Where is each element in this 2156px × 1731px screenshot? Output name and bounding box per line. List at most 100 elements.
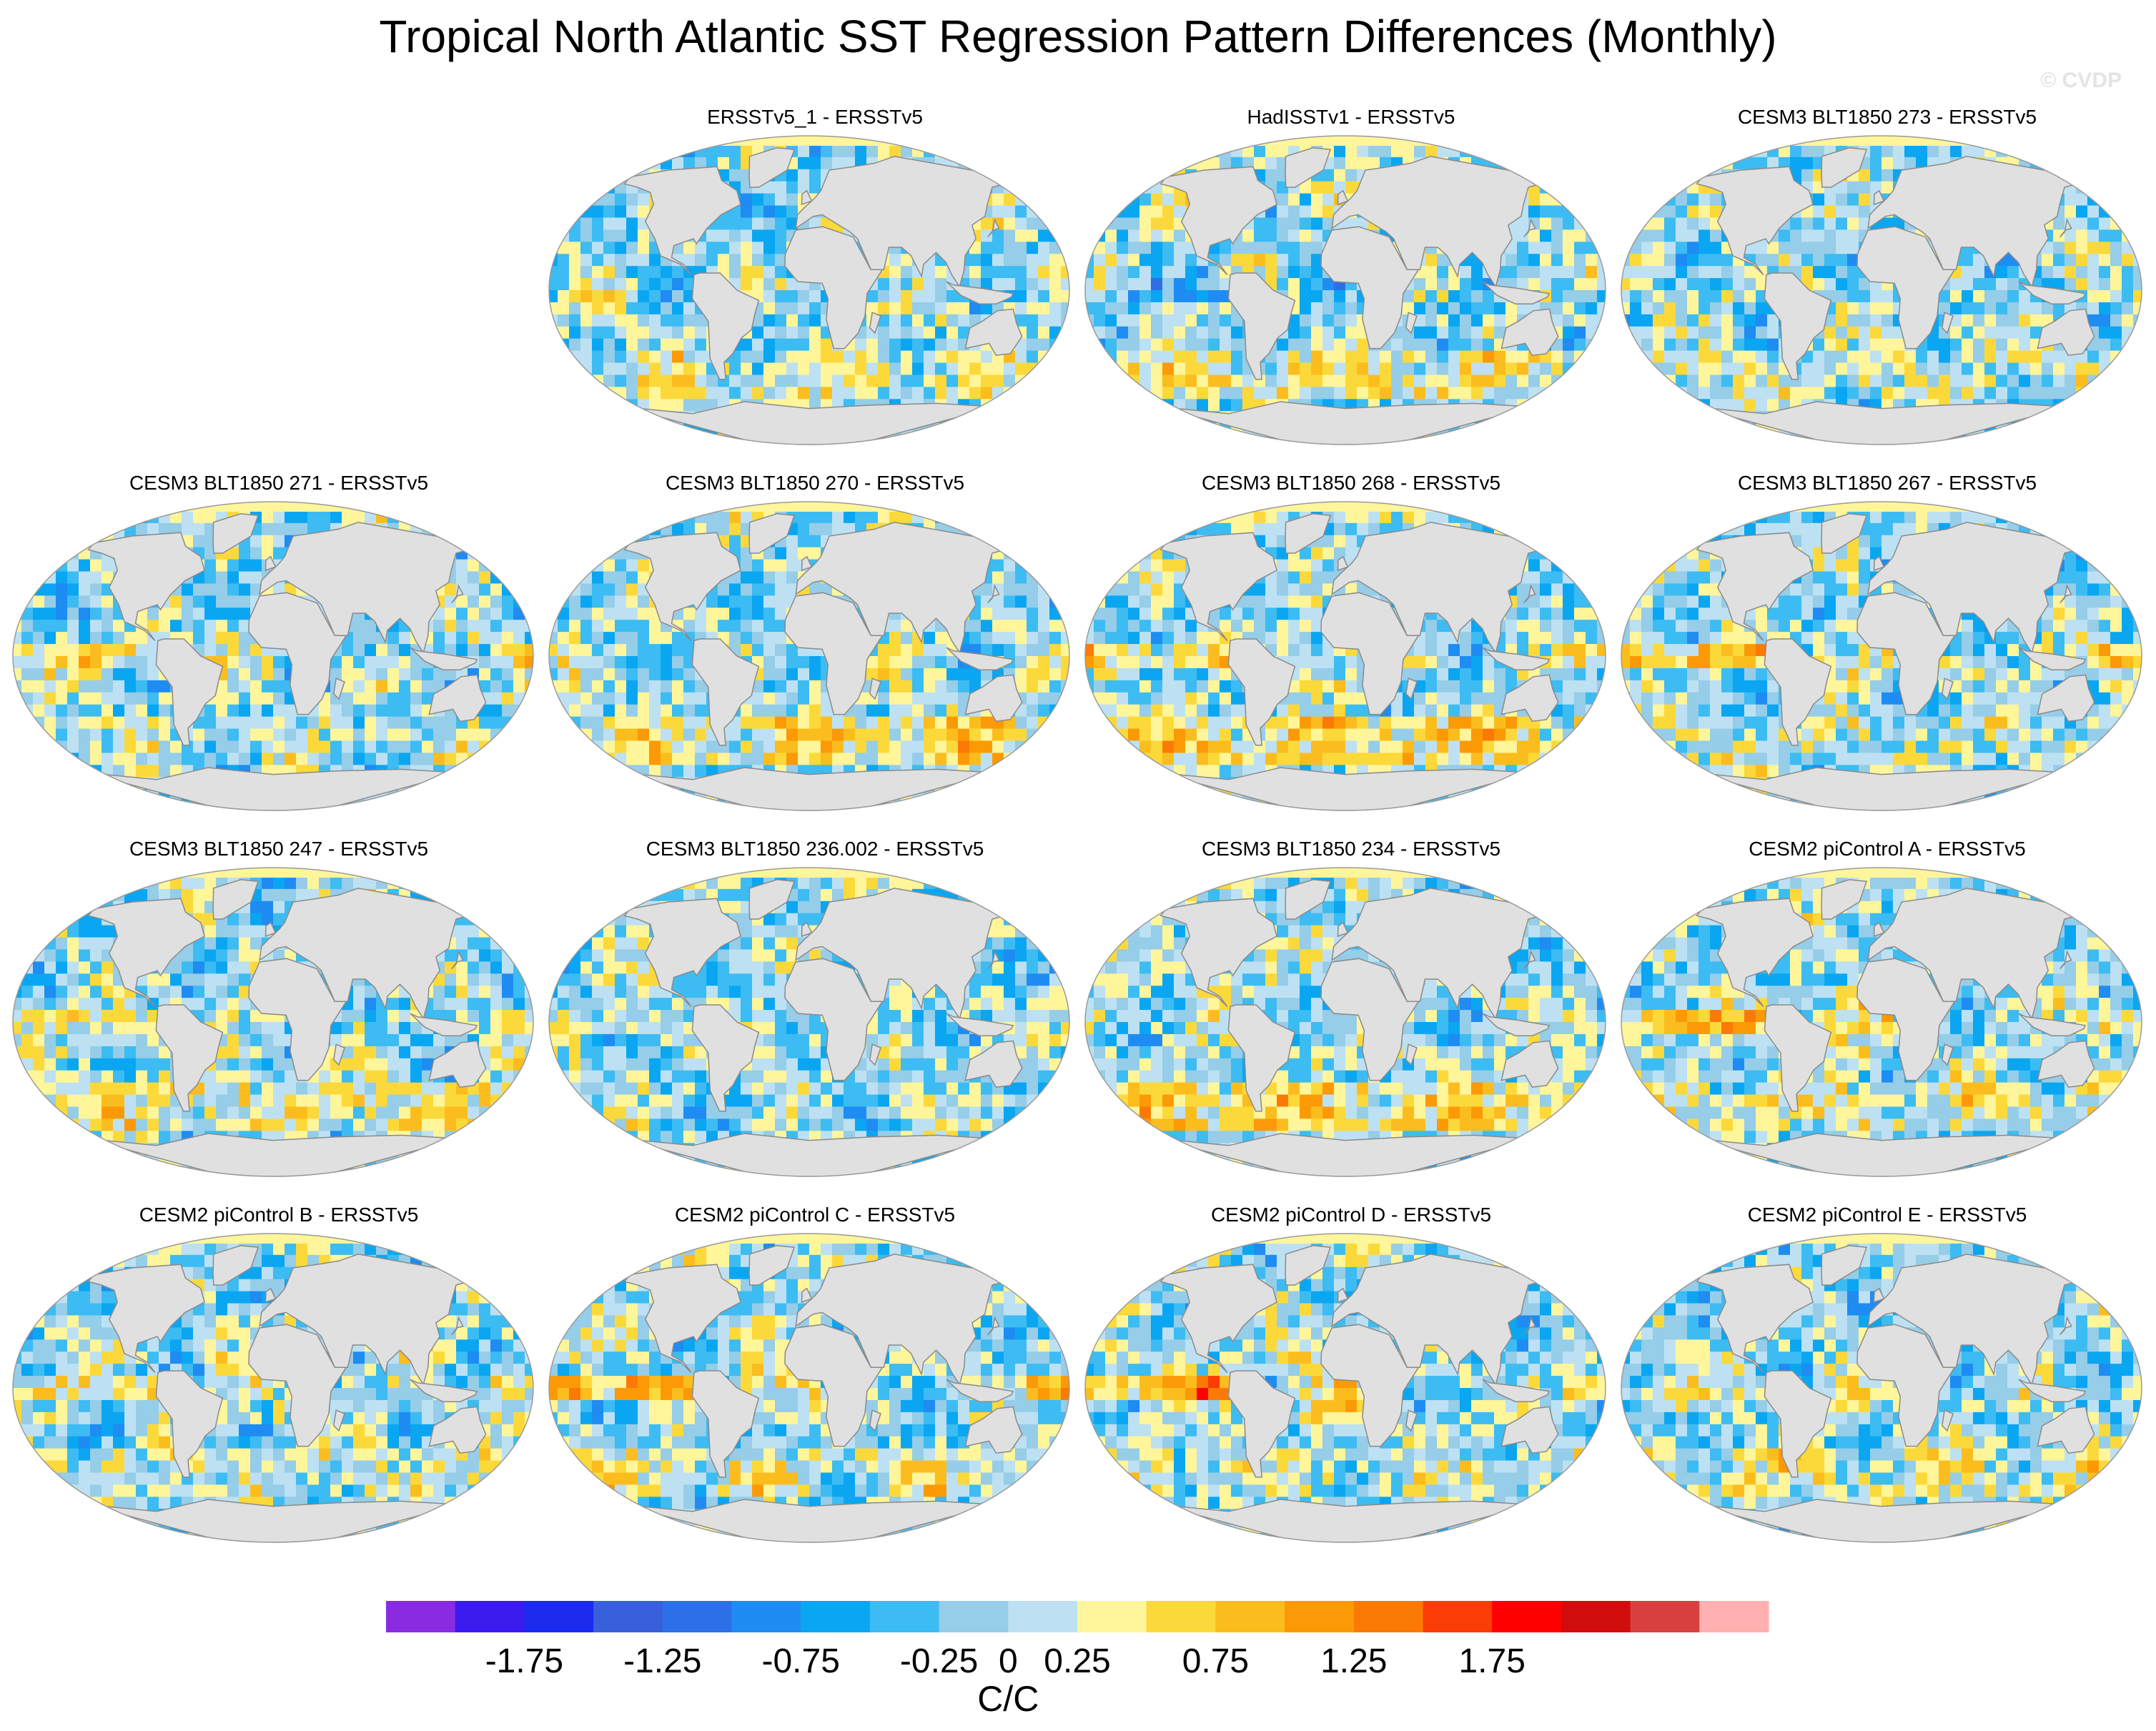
field-cell <box>946 326 959 339</box>
field-cell <box>1710 290 1722 303</box>
field-cell <box>798 169 810 182</box>
field-cell <box>1027 314 1039 327</box>
field-cell <box>1721 423 1734 436</box>
field-cell <box>558 278 570 291</box>
field-cell <box>67 510 79 524</box>
field-cell <box>1231 242 1243 255</box>
field-cell <box>615 502 627 512</box>
panel-title: CESM3 BLT1850 270 - ERSSTv5 <box>665 472 965 494</box>
field-cell <box>1322 350 1335 364</box>
field-cell <box>592 266 604 279</box>
field-cell <box>1551 435 1563 445</box>
field-cell <box>1664 169 1676 182</box>
field-cell <box>1790 229 1802 243</box>
field-cell <box>775 338 787 352</box>
field-cell <box>741 254 753 267</box>
field-cell <box>1528 205 1541 219</box>
field-cell <box>90 777 102 790</box>
field-cell <box>1105 302 1117 315</box>
field-cell <box>490 644 503 657</box>
field-cell <box>2110 144 2122 158</box>
field-cell <box>1904 350 1917 364</box>
field-cell <box>1664 242 1676 255</box>
field-cell <box>1139 266 1152 279</box>
field-cell <box>1779 375 1791 388</box>
field-cell <box>227 656 239 669</box>
field-cell <box>786 290 798 303</box>
field-cell <box>353 704 365 718</box>
field-cell <box>1984 338 1997 352</box>
field-cell <box>1494 387 1506 400</box>
field-cell <box>1231 136 1243 146</box>
field-cell <box>1756 314 1768 327</box>
field-cell <box>1437 290 1449 303</box>
field-cell <box>1551 290 1563 303</box>
field-cell <box>1950 302 1962 315</box>
field-cell <box>580 350 593 364</box>
field-cell <box>502 571 514 585</box>
field-cell <box>603 302 615 315</box>
field-cell <box>752 375 764 388</box>
field-cell <box>1641 399 1653 412</box>
field-cell <box>992 510 1004 524</box>
field-cell <box>376 753 388 766</box>
field-cell <box>1927 144 1939 158</box>
field-cell <box>445 740 457 754</box>
field-cell <box>1128 278 1140 291</box>
field-cell <box>1733 290 1745 303</box>
field-cell <box>626 423 638 436</box>
field-cell <box>490 522 503 536</box>
field-cell <box>2076 169 2088 182</box>
field-cell <box>227 607 239 621</box>
field-cell <box>1973 387 1985 400</box>
field-cell <box>2042 423 2054 436</box>
field-cell <box>683 302 696 315</box>
field-cell <box>319 728 331 742</box>
field-cell <box>775 314 787 327</box>
field-cell <box>1185 314 1197 327</box>
field-cell <box>661 435 673 445</box>
field-cell <box>2110 254 2122 267</box>
field-cell <box>262 728 274 742</box>
field-cell <box>672 278 684 291</box>
field-cell <box>1984 435 1997 445</box>
field-cell <box>513 716 525 730</box>
field-cell <box>638 193 650 207</box>
field-cell <box>262 656 274 669</box>
field-cell <box>1437 350 1449 364</box>
field-cell <box>1208 387 1220 400</box>
field-cell <box>1653 435 1665 445</box>
field-cell <box>1859 278 1871 291</box>
field-cell <box>79 632 91 645</box>
field-cell <box>558 205 570 219</box>
field-cell <box>1151 387 1163 400</box>
field-cell <box>365 644 377 657</box>
field-cell <box>1984 362 1997 376</box>
field-cell <box>924 387 936 400</box>
field-cell <box>113 632 125 645</box>
field-cell <box>626 136 638 146</box>
field-cell <box>741 278 753 291</box>
field-cell <box>1038 181 1050 194</box>
field-cell <box>56 632 68 645</box>
field-cell <box>1836 254 1848 267</box>
field-cell <box>741 193 753 207</box>
field-cell <box>718 510 730 524</box>
field-cell <box>102 607 114 621</box>
field-cell <box>1094 205 1106 219</box>
field-cell <box>21 510 34 524</box>
field-cell <box>1162 435 1175 445</box>
field-cell <box>502 668 514 681</box>
field-cell <box>1653 411 1665 424</box>
field-cell <box>695 399 707 412</box>
field-cell <box>1813 217 1825 231</box>
field-cell <box>1151 278 1163 291</box>
field-cell <box>1049 217 1062 231</box>
field-cell <box>1996 302 2008 315</box>
field-cell <box>1151 144 1163 158</box>
field-cell <box>1265 266 1277 279</box>
field-cell <box>1027 435 1039 445</box>
field-cell <box>1448 302 1460 315</box>
field-cell <box>44 632 56 645</box>
field-cell <box>1015 242 1027 255</box>
